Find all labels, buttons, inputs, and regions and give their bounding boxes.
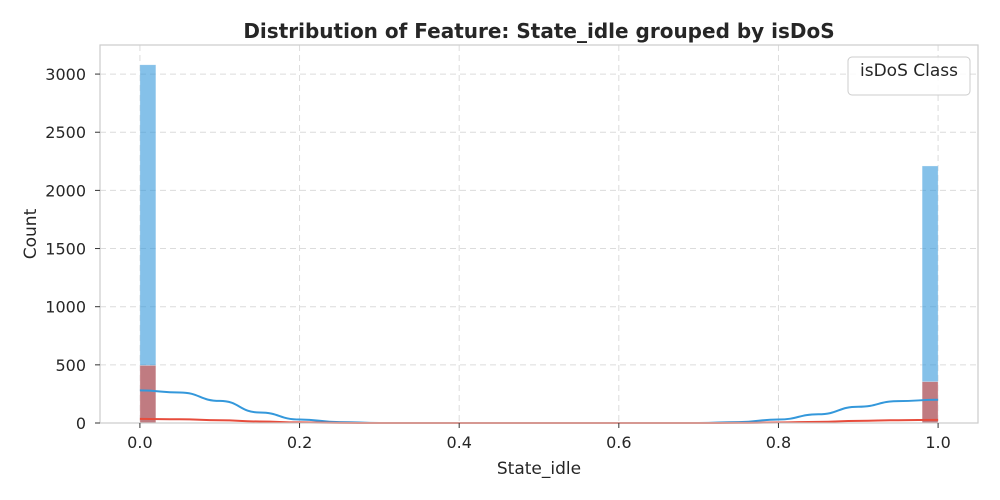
legend-title: isDoS Class [860, 61, 958, 81]
x-axis-label: State_idle [497, 459, 581, 479]
kde-line-series-0 [139, 389, 939, 425]
x-tick-label: 0.0 [127, 433, 152, 452]
x-tick-label: 0.8 [766, 433, 791, 452]
y-tick-label: 1000 [45, 298, 86, 317]
x-axis-ticks: 0.0 0.2 0.4 0.6 0.8 1.0 [127, 423, 951, 452]
x-tick-label: 0.2 [287, 433, 312, 452]
histogram-bar-series-1 [139, 365, 157, 424]
x-tick-label: 1.0 [925, 433, 950, 452]
y-tick-label: 2000 [45, 181, 86, 200]
y-tick-label: 500 [55, 356, 86, 375]
y-tick-label: 3000 [45, 65, 86, 84]
legend: isDoS Class [847, 56, 971, 96]
y-tick-label: 0 [76, 414, 86, 433]
plot-frame [99, 44, 979, 424]
grid [100, 45, 978, 424]
kde-line-series-1 [139, 417, 939, 425]
y-tick-label: 1500 [45, 240, 86, 259]
bars [139, 64, 939, 424]
x-tick-label: 0.6 [606, 433, 631, 452]
y-tick-label: 2500 [45, 123, 86, 142]
y-axis-label: Count [21, 208, 41, 259]
legend-box [847, 56, 971, 96]
chart-title: Distribution of Feature: State_idle grou… [243, 19, 834, 43]
y-axis-ticks: 0 500 1000 1500 2000 2500 3000 [45, 65, 100, 433]
kde-curves [139, 389, 939, 425]
x-tick-label: 0.4 [446, 433, 471, 452]
histogram-bar-series-1 [921, 381, 939, 424]
